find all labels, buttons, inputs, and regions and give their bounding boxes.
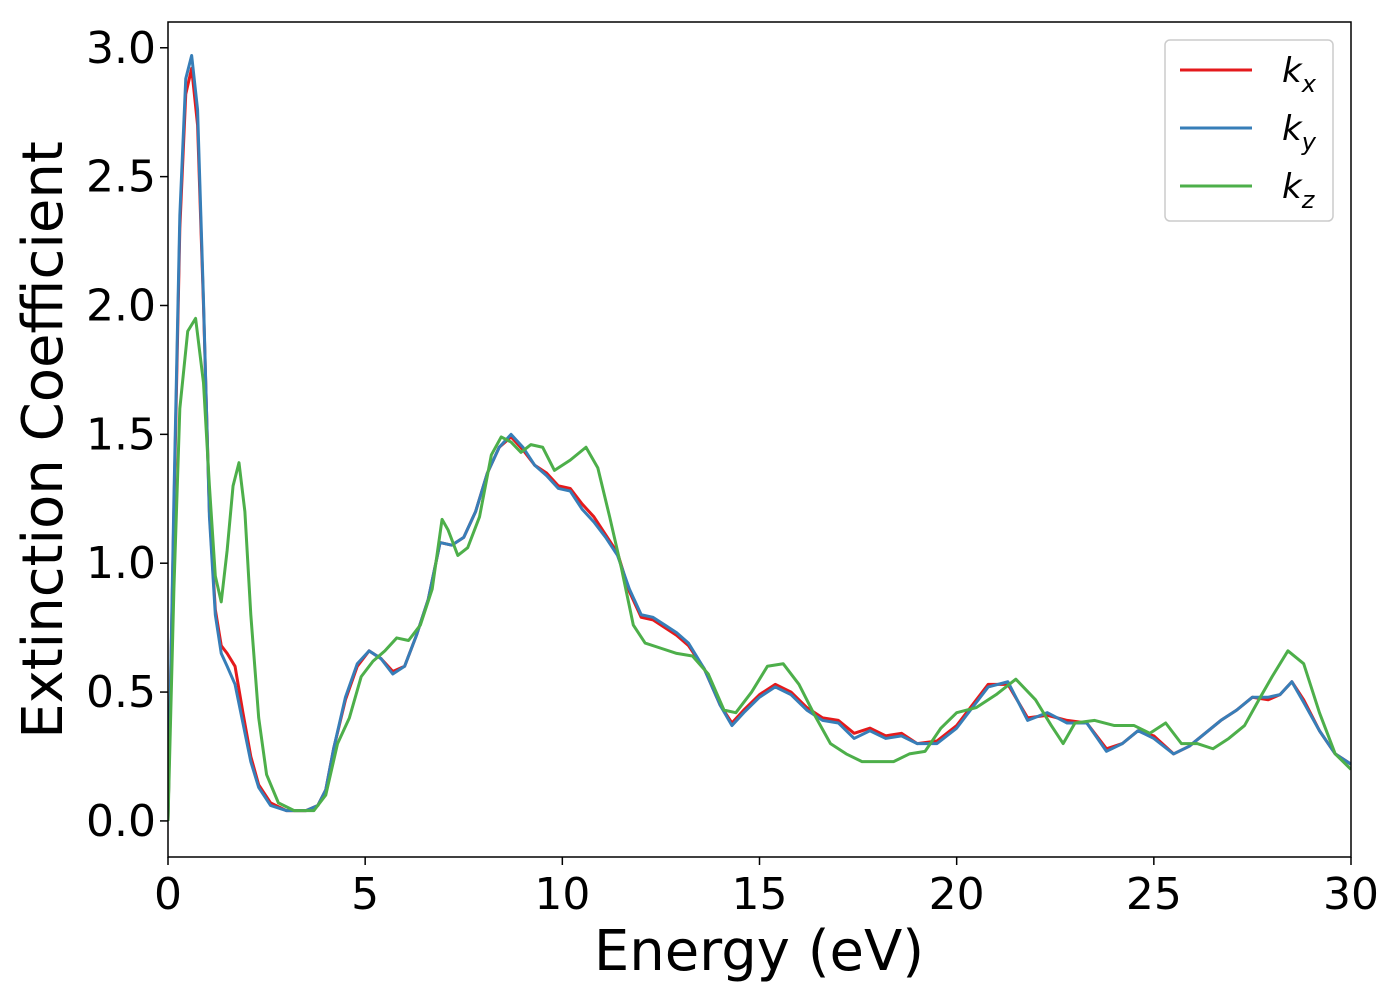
y-tick-label: 0.5 — [86, 667, 156, 718]
x-tick-label: 10 — [534, 869, 590, 920]
y-tick-label: 1.5 — [86, 409, 156, 460]
legend-box — [1164, 39, 1334, 222]
series-line-k-z — [168, 316, 1351, 821]
legend-label-k-x: kx — [1282, 51, 1317, 98]
series-line-k-y — [168, 54, 1351, 821]
legend-label-k-y: ky — [1282, 109, 1317, 156]
x-tick-label: 5 — [351, 869, 379, 920]
y-tick-label: 0.0 — [86, 796, 156, 847]
x-tick-label: 30 — [1323, 869, 1379, 920]
x-axis-label: Energy (eV) — [594, 919, 924, 984]
x-tick-label: 25 — [1126, 869, 1182, 920]
y-axis-ticks: 0.0 0.5 1.0 1.5 2.0 2.5 3.0 — [86, 23, 168, 847]
x-axis-ticks: 0 5 10 15 20 25 30 — [154, 857, 1379, 920]
y-tick-label: 3.0 — [86, 23, 156, 74]
y-tick-label: 2.0 — [86, 280, 156, 331]
legend-label-k-z: kz — [1282, 167, 1316, 214]
y-axis-label: Extinction Coefficient — [11, 141, 76, 739]
x-tick-label: 20 — [929, 869, 985, 920]
legend: kx ky kz — [1164, 39, 1334, 222]
x-tick-label: 15 — [732, 869, 788, 920]
y-tick-label: 2.5 — [86, 152, 156, 203]
x-tick-label: 0 — [154, 869, 182, 920]
y-tick-label: 1.0 — [86, 538, 156, 589]
